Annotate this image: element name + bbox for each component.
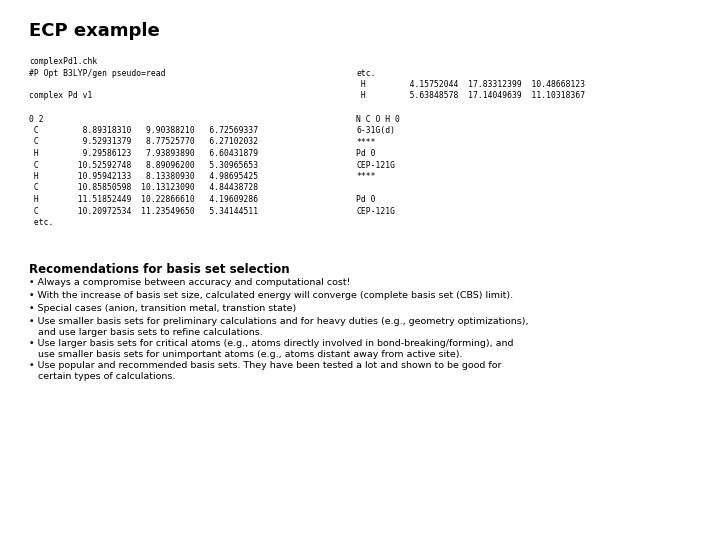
Text: C         8.89318310   9.90388210   6.72569337: C 8.89318310 9.90388210 6.72569337 — [29, 126, 258, 135]
Text: etc.: etc. — [356, 69, 376, 78]
Text: H        11.51852449  10.22866610   4.19609286: H 11.51852449 10.22866610 4.19609286 — [29, 195, 258, 204]
Text: • With the increase of basis set size, calculated energy will converge (complete: • With the increase of basis set size, c… — [29, 291, 513, 300]
Text: • Special cases (anion, transition metal, transtion state): • Special cases (anion, transition metal… — [29, 304, 296, 313]
Text: complexPd1.chk: complexPd1.chk — [29, 57, 97, 66]
Text: H         9.29586123   7.93893890   6.60431879: H 9.29586123 7.93893890 6.60431879 — [29, 149, 258, 158]
Text: H        10.95942133   8.13380930   4.98695425: H 10.95942133 8.13380930 4.98695425 — [29, 172, 258, 181]
Text: C        10.20972534  11.23549650   5.34144511: C 10.20972534 11.23549650 5.34144511 — [29, 206, 258, 215]
Text: CEP-121G: CEP-121G — [356, 160, 395, 170]
Text: complex Pd v1: complex Pd v1 — [29, 91, 92, 100]
Text: • Use smaller basis sets for preliminary calculations and for heavy duties (e.g.: • Use smaller basis sets for preliminary… — [29, 317, 528, 338]
Text: #P Opt B3LYP/gen pseudo=read: #P Opt B3LYP/gen pseudo=read — [29, 69, 166, 78]
Text: CEP-121G: CEP-121G — [356, 206, 395, 215]
Text: H         4.15752044  17.83312399  10.48668123: H 4.15752044 17.83312399 10.48668123 — [356, 80, 585, 89]
Text: ECP example: ECP example — [29, 22, 160, 40]
Text: etc.: etc. — [29, 218, 53, 227]
Text: Pd 0: Pd 0 — [356, 195, 376, 204]
Text: Recomendations for basis set selection: Recomendations for basis set selection — [29, 263, 289, 276]
Text: C        10.85850598  10.13123090   4.84438728: C 10.85850598 10.13123090 4.84438728 — [29, 184, 258, 192]
Text: ****: **** — [356, 172, 376, 181]
Text: N C O H 0: N C O H 0 — [356, 114, 400, 124]
Text: H         5.63848578  17.14049639  11.10318367: H 5.63848578 17.14049639 11.10318367 — [356, 91, 585, 100]
Text: C        10.52592748   8.89096200   5.30965653: C 10.52592748 8.89096200 5.30965653 — [29, 160, 258, 170]
Text: • Use larger basis sets for critical atoms (e.g., atoms directly involved in bon: • Use larger basis sets for critical ato… — [29, 339, 513, 360]
Text: • Always a compromise between accuracy and computational cost!: • Always a compromise between accuracy a… — [29, 278, 350, 287]
Text: • Use popular and recommended basis sets. They have been tested a lot and shown : • Use popular and recommended basis sets… — [29, 361, 501, 381]
Text: ****: **** — [356, 138, 376, 146]
Text: C         9.52931379   8.77525770   6.27102032: C 9.52931379 8.77525770 6.27102032 — [29, 138, 258, 146]
Text: 6-31G(d): 6-31G(d) — [356, 126, 395, 135]
Text: Pd 0: Pd 0 — [356, 149, 376, 158]
Text: 0 2: 0 2 — [29, 114, 43, 124]
